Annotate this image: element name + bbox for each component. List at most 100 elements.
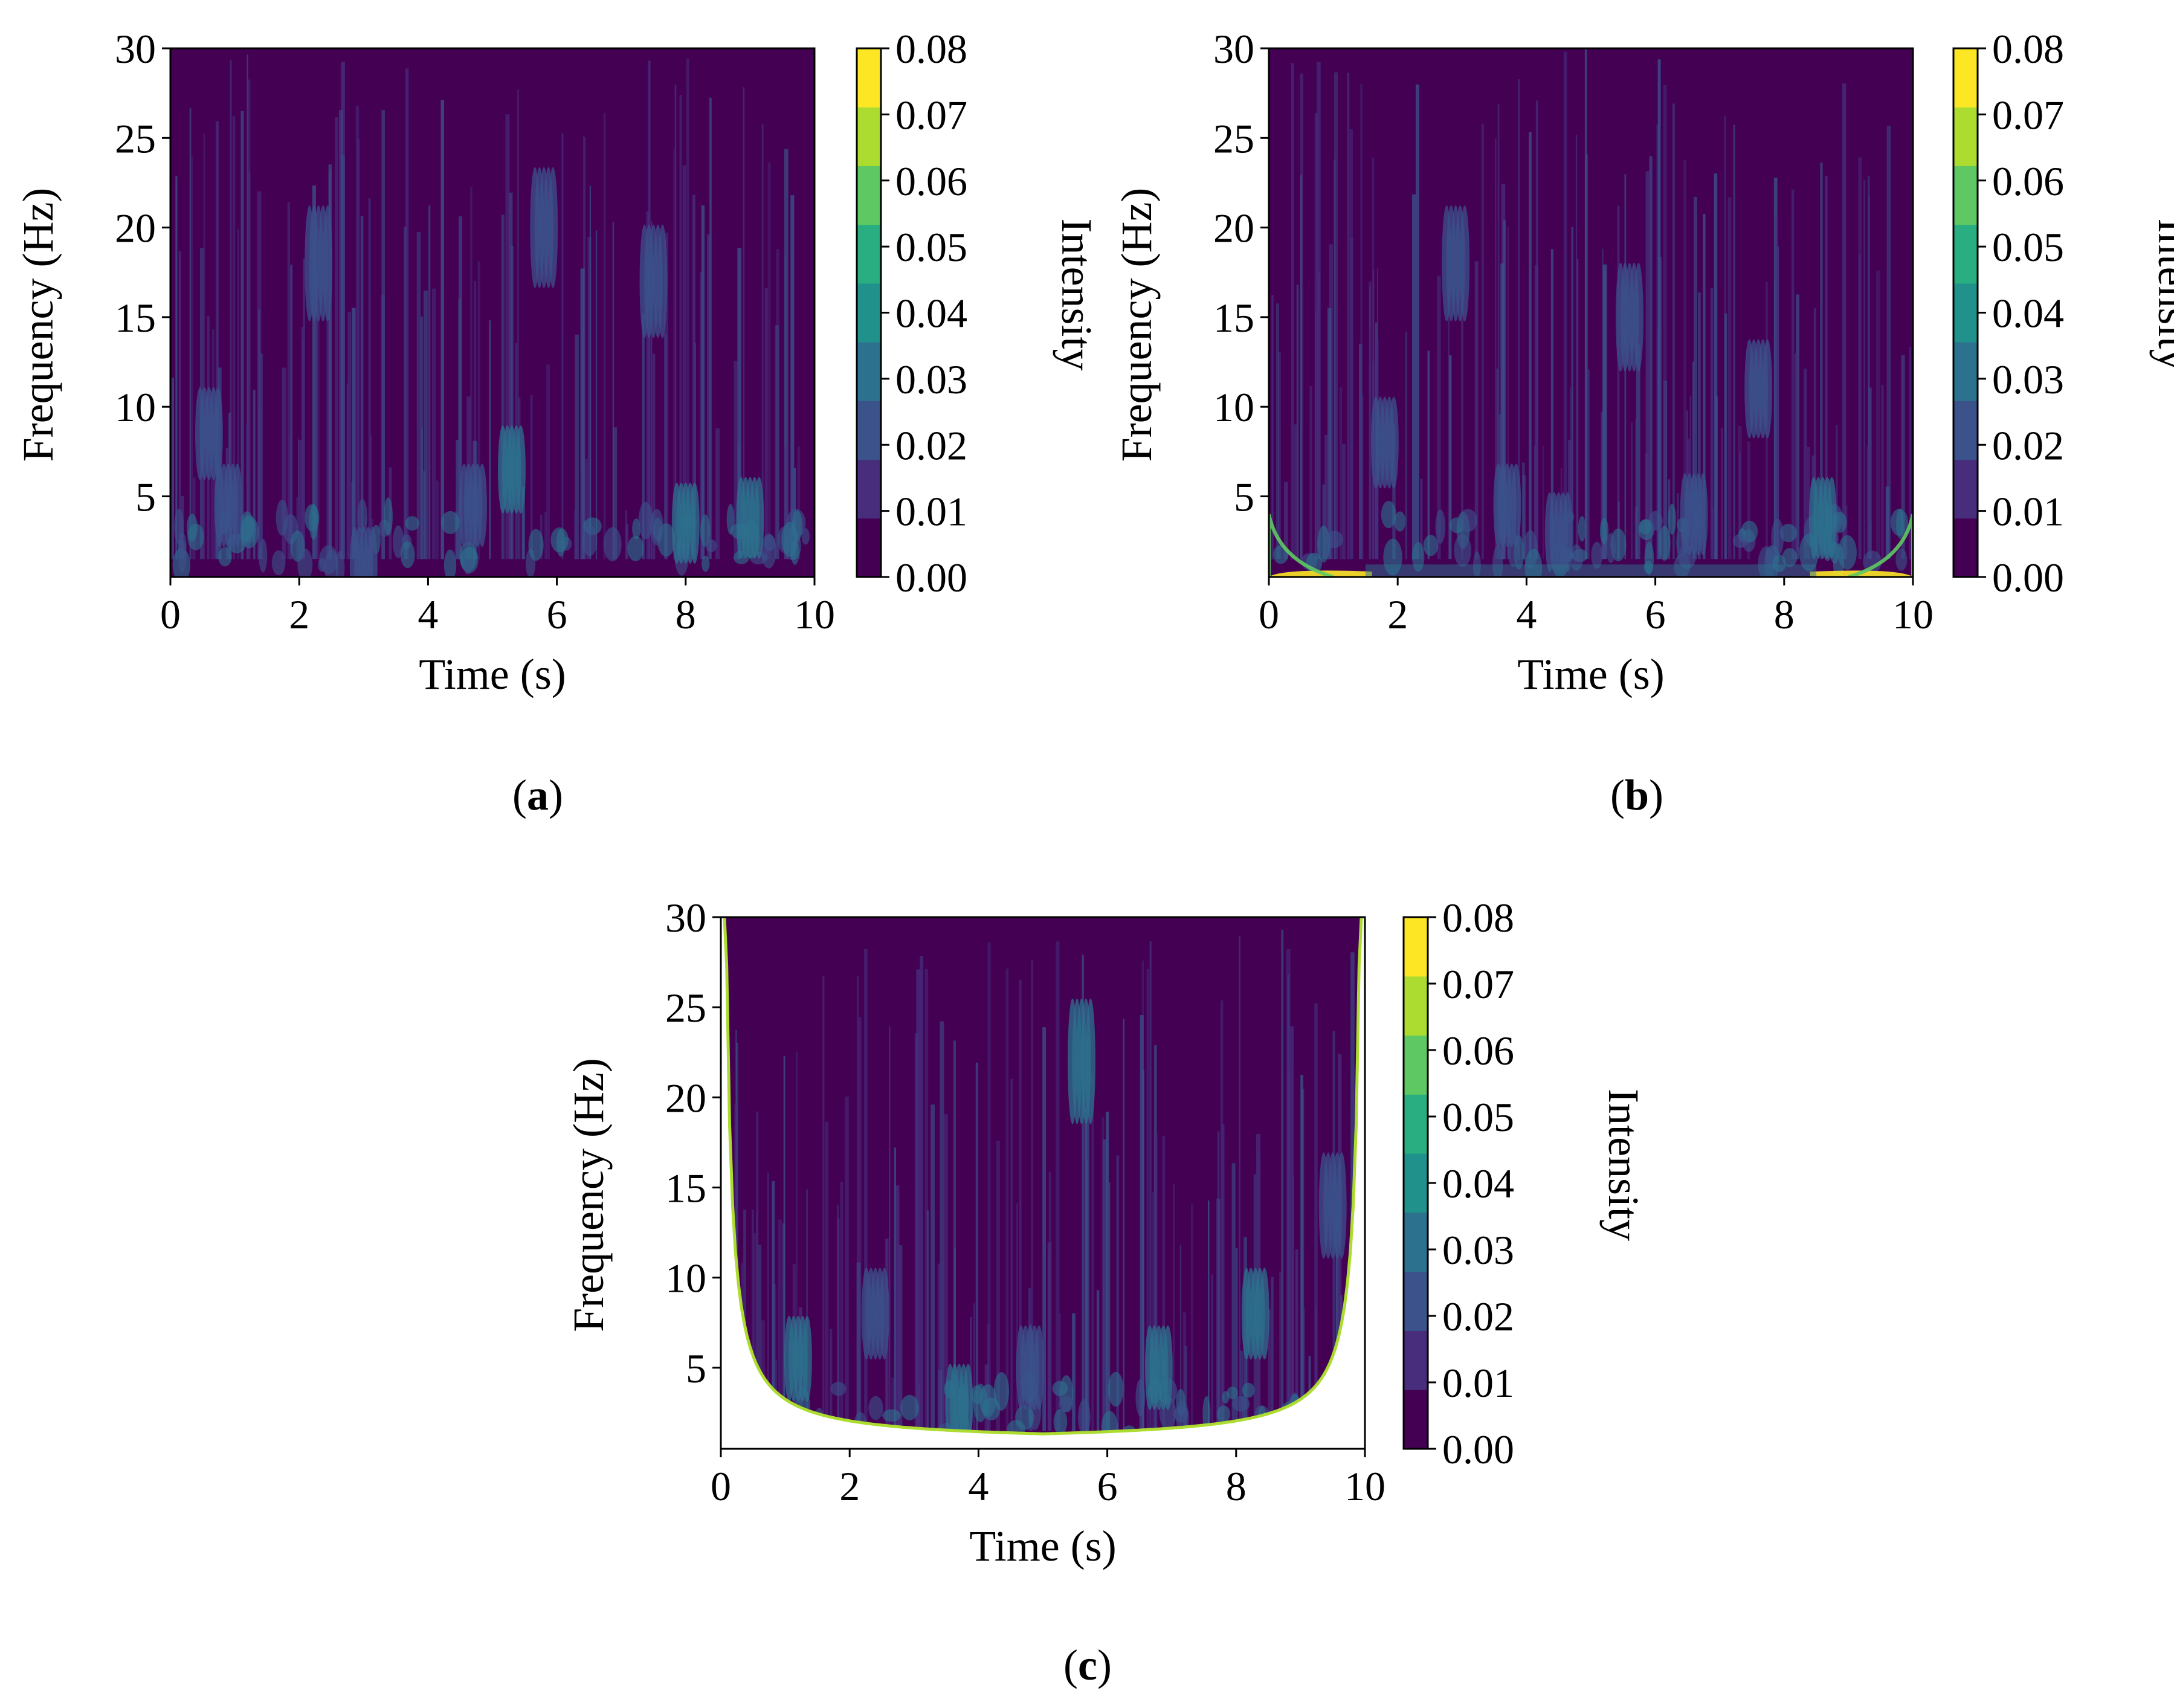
x-tick-label: 4 [418, 591, 438, 637]
colorbar-segment [1953, 518, 1978, 578]
y-tick-label: 25 [665, 985, 706, 1031]
y-axis-label: Frequency (Hz) [564, 1058, 613, 1332]
hotspot-c-6 [963, 1364, 973, 1434]
heatmap-b [1269, 48, 1913, 577]
colorbar-segment [1953, 283, 1978, 343]
chart-panel-a: 0 2 4 6 8 10 5 10 15 20 25 30 Time (s) Frequency (Hz)… [14, 26, 1101, 698]
x-tick-label: 2 [1387, 591, 1408, 637]
heatmap-a [170, 48, 814, 577]
colorbar-tick-label: 0.01 [1442, 1360, 1514, 1406]
hotspot-b-5 [1827, 477, 1837, 559]
colorbar-segment [857, 48, 881, 108]
colorbar-tick-label: 0.06 [1442, 1028, 1514, 1074]
hotspot-b-1 [1460, 205, 1470, 321]
hotspot-a-3 [515, 425, 526, 514]
hotspot-b-7 [1563, 492, 1573, 572]
colorbar-tick-label: 0.01 [895, 489, 967, 535]
y-tick-label: 10 [1213, 384, 1254, 430]
colorbar-tick-label: 0.08 [1992, 26, 2064, 72]
y-tick-label: 20 [115, 205, 156, 251]
x-tick-label: 0 [160, 591, 181, 637]
hotspot-a-2 [477, 463, 487, 547]
hotspot-b-2 [1511, 463, 1521, 547]
colorbar-tick-label: 0.00 [1442, 1426, 1514, 1472]
y-tick-label: 25 [1213, 115, 1254, 161]
x-tick-label: 10 [794, 591, 835, 637]
colorbar-tick-label: 0.03 [1442, 1227, 1514, 1273]
colorbar-segment [1404, 1035, 1428, 1095]
colorbar-label: Intensity [2149, 219, 2174, 371]
hotspot-b-6 [1698, 473, 1708, 556]
hotspot-c-1 [879, 1268, 889, 1360]
colorbar-tick-label: 0.06 [895, 158, 967, 204]
panel-label-b: (b) [1610, 771, 1664, 819]
colorbar-segment [857, 342, 881, 401]
colorbar-segment [1953, 48, 1978, 108]
hotspot-c-0 [802, 1315, 812, 1402]
hotspot-c-2 [1085, 998, 1095, 1124]
y-tick-label: 30 [665, 895, 706, 941]
colorbar-segment [1404, 1153, 1428, 1213]
colorbar-tick-label: 0.02 [1442, 1294, 1514, 1339]
colorbar-segment [857, 459, 881, 519]
y-tick-label: 5 [686, 1345, 706, 1391]
colorbar-tick-label: 0.07 [895, 92, 967, 138]
y-tick-label: 25 [115, 115, 156, 161]
x-tick-label: 2 [289, 591, 309, 637]
panel-label-a: (a) [512, 771, 563, 819]
y-tick-label: 20 [1213, 205, 1254, 251]
hotspot-c-4 [1259, 1268, 1269, 1360]
colorbar-segment [1953, 107, 1978, 166]
x-tick-label: 8 [676, 591, 696, 637]
hotspot-c-3 [1163, 1325, 1173, 1410]
hotspot-a-7 [754, 477, 764, 559]
colorbar-segment [1404, 1330, 1428, 1390]
heatmap-c [721, 917, 1365, 1449]
x-tick-label: 10 [1344, 1463, 1385, 1509]
x-tick-label: 10 [1892, 591, 1934, 637]
y-tick-label: 10 [115, 384, 156, 430]
x-tick-label: 8 [1226, 1463, 1247, 1509]
y-tick-label: 20 [665, 1075, 706, 1121]
cone-boundary [723, 917, 1363, 1436]
colorbar-label: Intensity [1599, 1089, 1648, 1241]
colorbar-segment [1404, 1271, 1428, 1331]
chart-panel-b: 0 2 4 6 8 10 5 10 15 20 25 30 Time (s) Frequency (Hz)… [1112, 26, 2174, 698]
colorbar-tick-label: 0.05 [895, 224, 967, 270]
hotspot-a-1 [323, 205, 333, 321]
colorbar-tick-label: 0.00 [1992, 555, 2064, 601]
colorbar-tick-label: 0.08 [895, 26, 967, 72]
colorbar-label: Intensity [1053, 219, 1101, 371]
panel-label-c: (c) [1063, 1641, 1112, 1689]
colorbar-segment [1953, 224, 1978, 284]
x-tick-label: 2 [839, 1463, 860, 1509]
hotspot-a-6 [689, 483, 700, 564]
colorbar-tick-label: 0.04 [1992, 291, 2064, 337]
hotspot-a-5 [657, 224, 668, 338]
hotspot-a-8 [367, 526, 378, 577]
hotspot-b-3 [1633, 262, 1643, 372]
colorbar-tick-label: 0.05 [1442, 1094, 1514, 1140]
colorbar-tick-label: 0.05 [1992, 224, 2064, 270]
y-tick-label: 30 [1213, 26, 1254, 72]
x-tick-label: 6 [1645, 591, 1666, 637]
y-tick-label: 15 [115, 295, 156, 341]
y-tick-label: 15 [1213, 295, 1254, 341]
y-tick-label: 30 [115, 26, 156, 72]
colorbar-segment [1953, 459, 1978, 519]
x-tick-label: 0 [711, 1463, 731, 1509]
colorbar-tick-label: 0.03 [895, 356, 967, 402]
plot-frame [169, 47, 816, 578]
colorbar-segment [857, 107, 881, 166]
hotspot-c-5 [1337, 1152, 1347, 1259]
y-tick-label: 5 [135, 474, 156, 520]
x-tick-label: 8 [1774, 591, 1795, 637]
y-axis-label: Frequency (Hz) [14, 188, 62, 462]
colorbar-segment [857, 166, 881, 225]
colorbar-segment [1953, 401, 1978, 460]
colorbar-tick-label: 0.03 [1992, 356, 2064, 402]
colorbar-tick-label: 0.07 [1442, 961, 1514, 1007]
x-tick-label: 6 [1097, 1463, 1118, 1509]
colorbar-tick-label: 0.04 [895, 291, 967, 337]
